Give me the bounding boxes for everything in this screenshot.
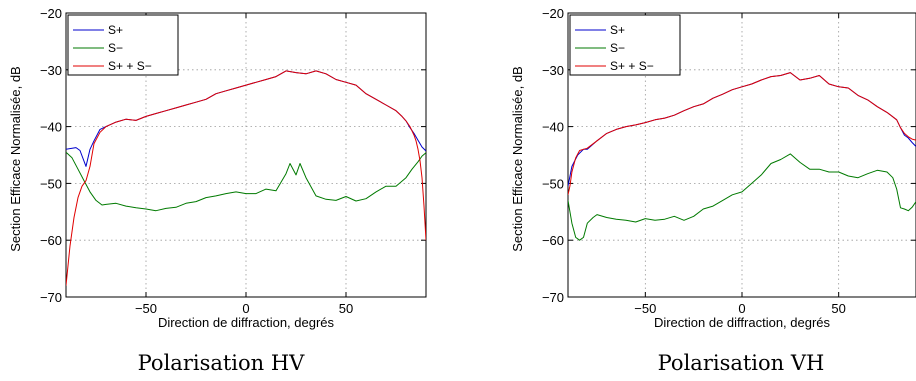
legend-label-1: S+ (610, 23, 625, 37)
y-tick-label: −60 (542, 233, 564, 248)
panel-caption: Polarisation HV (138, 351, 306, 375)
y-tick-label: −20 (40, 6, 62, 21)
x-tick-label: 0 (242, 301, 249, 316)
chart-panel-2: −50 0 50 −70 −60 −50 −40 −30 −20 Direction de dif… (510, 6, 916, 375)
y-tick-label: −30 (40, 63, 62, 78)
x-tick-label: 50 (339, 301, 353, 316)
x-tick-label: −50 (634, 301, 656, 316)
y-tick-label: −60 (40, 233, 62, 248)
x-tick-label: 0 (738, 301, 745, 316)
x-axis-label: Direction de diffraction, degrés (158, 315, 335, 330)
legend-box (67, 14, 179, 76)
y-tick-label: −40 (40, 120, 62, 135)
chart-panel-1: −50 0 50 −70 −60 −50 −40 −30 −20 Direction de dif… (8, 6, 427, 375)
y-axis-label: Section Efficace Normalisée, dB (510, 66, 525, 251)
x-tick-label: 50 (831, 301, 845, 316)
y-tick-label: −70 (40, 290, 62, 305)
series-line-3 (66, 70, 426, 286)
panel-caption: Polarisation VH (658, 351, 825, 375)
legend-box (569, 14, 681, 76)
y-axis-label: Section Efficace Normalisée, dB (8, 66, 23, 251)
y-tick-label: −40 (542, 120, 564, 135)
series-line-3 (568, 72, 916, 195)
x-axis-label: Direction de diffraction, degrés (654, 315, 831, 330)
legend-label-3: S+ + S− (610, 59, 654, 73)
series-line-2 (66, 151, 426, 212)
series-group (568, 72, 916, 241)
legend: S+ S− S+ + S− (67, 14, 179, 76)
legend-label-2: S− (610, 41, 625, 55)
legend-label-2: S− (108, 41, 123, 55)
legend-label-1: S+ (108, 23, 123, 37)
y-tick-label: −50 (40, 176, 62, 191)
legend-label-3: S+ + S− (108, 59, 152, 73)
x-tick-label: −50 (135, 301, 157, 316)
series-line-2 (568, 153, 916, 241)
y-tick-label: −50 (542, 176, 564, 191)
y-tick-label: −30 (542, 63, 564, 78)
legend: S+ S− S+ + S− (569, 14, 681, 76)
y-tick-label: −70 (542, 290, 564, 305)
series-group (66, 70, 426, 286)
y-tick-label: −20 (542, 6, 564, 21)
